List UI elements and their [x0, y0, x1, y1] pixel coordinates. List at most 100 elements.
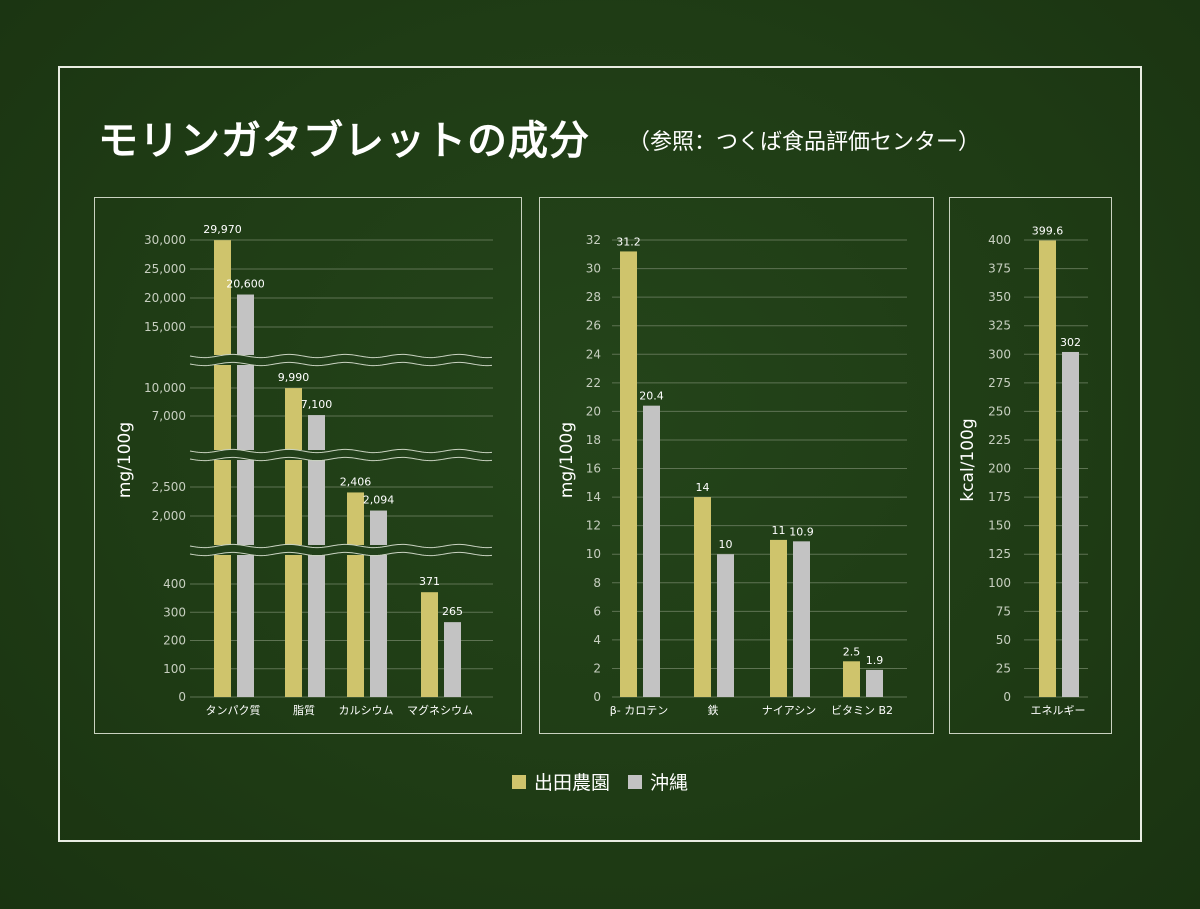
y-tick-label: 14 [586, 490, 601, 504]
y-tick-label: 20,000 [144, 291, 186, 305]
data-label: 11 [772, 524, 786, 537]
y-tick-label: 300 [163, 605, 186, 619]
y-tick-label: 2,000 [152, 509, 186, 523]
y-tick-label: 0 [178, 690, 186, 704]
y-tick-label: 150 [988, 519, 1011, 533]
bar [214, 240, 231, 697]
data-label: 1.9 [866, 654, 884, 667]
y-tick-label: 225 [988, 433, 1011, 447]
legend-label-2: 沖縄 [650, 772, 689, 794]
legend-swatch-1 [511, 774, 526, 789]
axis-break-gap [190, 450, 493, 460]
data-label: 20,600 [226, 278, 265, 291]
y-tick-label: 15,000 [144, 320, 186, 334]
y-tick-label: 8 [593, 576, 601, 590]
y-axis-label: mg/100g [115, 422, 135, 498]
bar [444, 622, 461, 697]
legend-item-2: 沖縄 [628, 768, 688, 795]
bar [793, 541, 810, 697]
data-label: 2,094 [363, 494, 395, 507]
data-label: 31.2 [616, 235, 641, 248]
y-tick-label: 26 [586, 319, 601, 333]
panel-energy [949, 197, 1112, 734]
data-label: 9,990 [278, 371, 310, 384]
axis-break-gap [190, 355, 493, 365]
bar [285, 388, 302, 697]
y-tick-label: 100 [988, 576, 1011, 590]
y-tick-label: 16 [586, 462, 601, 476]
axis-break-gap [190, 545, 493, 555]
y-tick-label: 32 [586, 233, 601, 247]
y-tick-label: 25,000 [144, 262, 186, 276]
y-tick-label: 0 [593, 690, 601, 704]
y-tick-label: 28 [586, 290, 601, 304]
legend-swatch-2 [628, 774, 642, 789]
bar [347, 492, 364, 697]
y-tick-label: 125 [988, 547, 1011, 561]
y-tick-label: 275 [988, 376, 1011, 390]
data-label: 265 [442, 605, 463, 618]
axis-break-line [189, 551, 493, 557]
bar [643, 405, 660, 697]
chart-subtitle: （参照：つくば食品評価センター） [628, 130, 981, 155]
y-tick-label: 350 [988, 290, 1011, 304]
bar [866, 669, 883, 697]
y-tick-label: 200 [163, 634, 186, 648]
data-label: 29,970 [203, 223, 242, 236]
y-tick-label: 400 [988, 233, 1011, 247]
y-tick-label: 30,000 [144, 233, 186, 247]
data-label: 14 [696, 481, 710, 494]
bar [370, 510, 387, 697]
y-tick-label: 375 [988, 262, 1011, 276]
x-tick-label: カルシウム [339, 704, 394, 717]
y-tick-label: 0 [1003, 690, 1011, 704]
bar [694, 497, 711, 697]
data-label: 2,406 [340, 475, 372, 488]
bar [1062, 351, 1079, 697]
data-label: 7,100 [301, 398, 333, 411]
bar [717, 554, 734, 697]
y-tick-label: 10 [586, 547, 601, 561]
y-tick-label: 100 [163, 662, 186, 676]
panel-minerals-protein [94, 197, 522, 734]
data-label: 399.6 [1032, 224, 1064, 237]
y-tick-label: 2 [593, 661, 601, 675]
axis-break-line [189, 543, 493, 549]
x-tick-label: ビタミン B2 [831, 704, 893, 717]
y-tick-label: 24 [586, 347, 601, 361]
y-tick-label: 7,000 [152, 409, 186, 423]
y-tick-label: 10,000 [144, 381, 186, 395]
y-tick-label: 325 [988, 319, 1011, 333]
y-tick-label: 4 [593, 633, 601, 647]
bar [421, 592, 438, 697]
y-tick-label: 30 [586, 262, 601, 276]
y-axis-label: mg/100g [557, 422, 577, 498]
bar [620, 251, 637, 698]
x-tick-label: マグネシウム [407, 703, 473, 717]
y-tick-label: 18 [586, 433, 601, 447]
y-tick-label: 50 [996, 633, 1011, 647]
chart-title: モリンガタブレットの成分 [98, 118, 590, 164]
x-tick-label: β- カロテン [610, 704, 669, 717]
x-tick-label: 鉄 [708, 703, 719, 717]
x-tick-label: タンパク質 [206, 703, 261, 717]
data-label: 371 [419, 575, 440, 588]
data-label: 10.9 [789, 525, 814, 538]
data-label: 302 [1060, 336, 1081, 349]
legend: 出田農園 沖縄 [0, 768, 1200, 795]
data-label: 10 [719, 538, 733, 551]
y-axis-label: kcal/100g [958, 418, 978, 501]
bar [237, 294, 254, 697]
axis-break-line [189, 448, 493, 454]
legend-item-1: 出田農園 [511, 768, 610, 795]
axis-break-line [189, 456, 493, 462]
panel-vitamins-iron [539, 197, 934, 734]
y-tick-label: 22 [586, 376, 601, 390]
x-tick-label: エネルギー [1031, 704, 1086, 717]
bar [770, 539, 787, 697]
data-label: 20.4 [639, 390, 664, 403]
y-tick-label: 20 [586, 404, 601, 418]
y-tick-label: 175 [988, 490, 1011, 504]
